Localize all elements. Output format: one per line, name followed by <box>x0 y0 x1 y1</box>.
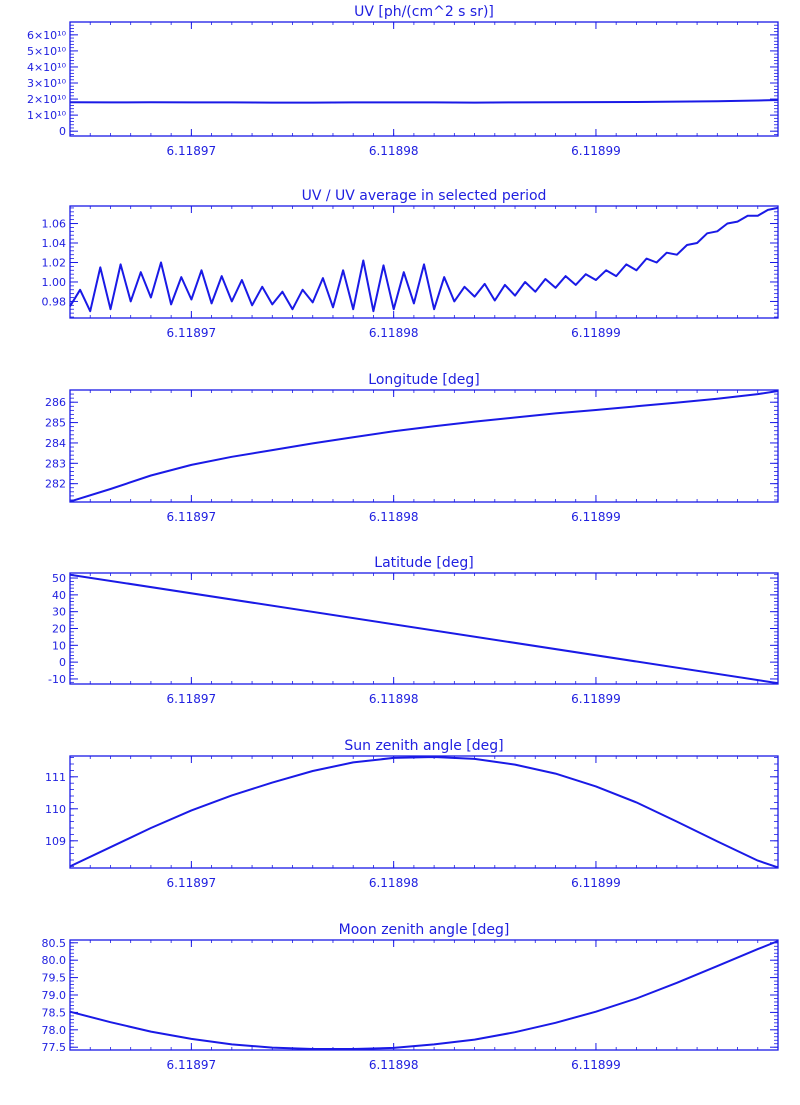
panel-1: UV [ph/(cm^2 s sr)] 6.11897 6.11898 6.11899… <box>27 4 779 158</box>
y-tick-label: 30 <box>52 606 66 619</box>
panel-5: Sun zenith angle [deg] 6.11897 6.11898 6.11… <box>45 738 779 890</box>
x-tick-label: 6.11899 <box>571 326 621 340</box>
x-tick-label: 6.11898 <box>369 326 419 340</box>
y-tick-label: 1.06 <box>42 218 67 231</box>
x-tick-label: 6.11899 <box>571 876 621 890</box>
y-tick-label: 1.00 <box>42 276 67 289</box>
y-tick-label: 79.5 <box>42 972 67 985</box>
panel-title: Latitude [deg] <box>374 555 473 571</box>
series-line <box>69 99 779 104</box>
series-line <box>69 573 779 685</box>
y-tick-label: 110 <box>45 803 66 816</box>
plot-frame <box>69 205 779 319</box>
panel-2: UV / UV average in selected period 6.1189… <box>42 188 779 340</box>
y-tick-label: 282 <box>45 478 66 491</box>
y-tick-label: 78.0 <box>42 1024 67 1037</box>
y-tick-label: 284 <box>45 437 66 450</box>
series-line <box>69 940 779 1050</box>
x-tick-label: 6.11898 <box>369 510 419 524</box>
y-tick-label: 5×10¹⁰ <box>27 45 67 58</box>
y-tick-label: 80.0 <box>42 954 67 967</box>
y-tick-label: 1.04 <box>42 237 67 250</box>
y-tick-label: 10 <box>52 639 66 652</box>
x-tick-label: 6.11897 <box>167 876 217 890</box>
y-tick-label: 40 <box>52 589 66 602</box>
y-tick-label: 286 <box>45 396 66 409</box>
y-tick-label: 6×10¹⁰ <box>27 29 67 42</box>
y-tick-label: 2×10¹⁰ <box>27 93 67 106</box>
x-tick-label: 6.11899 <box>571 144 621 158</box>
y-tick-label: 79.0 <box>42 989 67 1002</box>
x-tick-label: 6.11899 <box>571 692 621 706</box>
panel-4: Latitude [deg] 6.11897 6.11898 6.11899 -10 0 1… <box>48 555 779 706</box>
y-tick-label: 4×10¹⁰ <box>27 61 67 74</box>
y-tick-label: 1.02 <box>42 256 67 269</box>
series-line <box>69 390 779 503</box>
plot-frame <box>69 939 779 1051</box>
y-tick-label: 111 <box>45 771 66 784</box>
x-tick-label: 6.11898 <box>369 692 419 706</box>
x-tick-label: 6.11899 <box>571 1058 621 1072</box>
y-tick-label: 20 <box>52 623 66 636</box>
panel-title: Moon zenith angle [deg] <box>339 922 510 938</box>
x-tick-label: 6.11897 <box>167 692 217 706</box>
series-line <box>69 756 779 869</box>
x-tick-label: 6.11897 <box>167 144 217 158</box>
y-tick-label: 78.5 <box>42 1006 67 1019</box>
y-tick-label: 80.5 <box>42 937 67 950</box>
panel-3: Longitude [deg] 6.11897 6.11898 6.11899 282 2… <box>45 372 779 524</box>
y-tick-label: 3×10¹⁰ <box>27 77 67 90</box>
plot-frame <box>69 21 779 137</box>
x-tick-label: 6.11897 <box>167 510 217 524</box>
x-tick-label: 6.11897 <box>167 326 217 340</box>
panel-title: Sun zenith angle [deg] <box>344 738 503 754</box>
y-tick-label: 285 <box>45 417 66 430</box>
plot-frame <box>69 389 779 503</box>
y-tick-label: 77.5 <box>42 1041 67 1054</box>
y-tick-label: 0 <box>59 656 66 669</box>
series-line <box>69 206 779 313</box>
y-tick-label: 0 <box>59 125 66 138</box>
y-tick-label: 50 <box>52 572 66 585</box>
panel-6: Moon zenith angle [deg] 6.11897 6.11898 6.1… <box>42 922 779 1072</box>
x-tick-label: 6.11897 <box>167 1058 217 1072</box>
x-tick-label: 6.11898 <box>369 876 419 890</box>
panel-title: UV [ph/(cm^2 s sr)] <box>354 4 494 20</box>
x-tick-label: 6.11898 <box>369 1058 419 1072</box>
y-tick-label: -10 <box>48 673 66 686</box>
y-tick-label: 109 <box>45 835 66 848</box>
x-tick-label: 6.11898 <box>369 144 419 158</box>
y-tick-label: 0.98 <box>42 295 67 308</box>
y-tick-label: 1×10¹⁰ <box>27 109 67 122</box>
panel-title: Longitude [deg] <box>368 372 479 388</box>
y-tick-label: 283 <box>45 457 66 470</box>
plot-frame <box>69 755 779 869</box>
x-tick-label: 6.11899 <box>571 510 621 524</box>
panel-title: UV / UV average in selected period <box>302 188 547 204</box>
